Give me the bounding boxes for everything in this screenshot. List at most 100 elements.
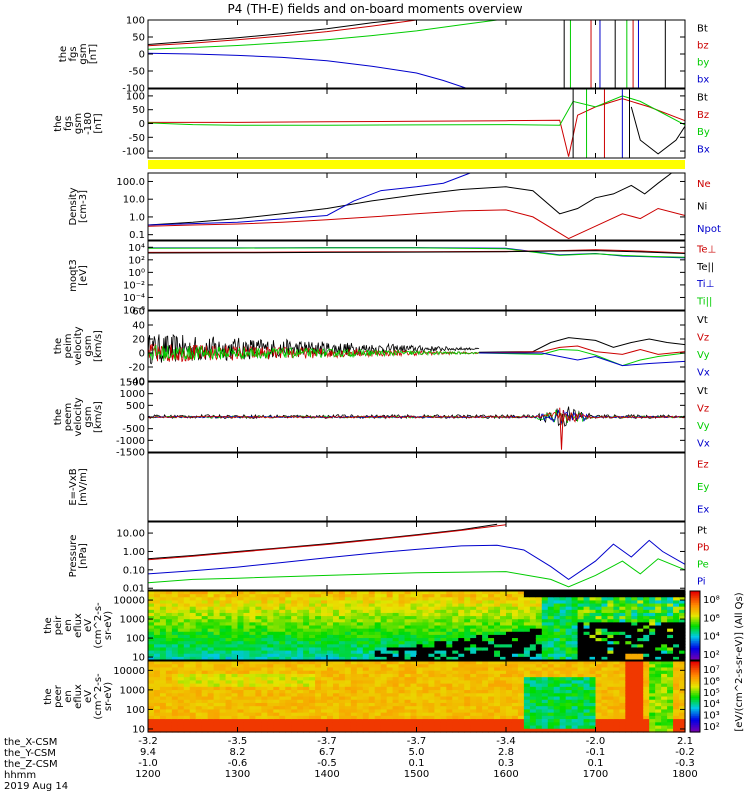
ion_eflux-cell xyxy=(183,638,191,642)
ion_eflux-cell xyxy=(476,622,483,627)
ion_eflux-cell xyxy=(165,644,173,649)
ion_eflux-cell xyxy=(356,647,364,652)
elec_eflux-ytitle-line: (cm^2-s- xyxy=(93,673,104,720)
ion_eflux-cell xyxy=(237,591,245,595)
ion_eflux-cell xyxy=(613,597,620,602)
elec_eflux-cell xyxy=(416,722,424,727)
ion_eflux-cell xyxy=(189,591,197,595)
elec_eflux-cell xyxy=(422,712,430,717)
ion_eflux-cell xyxy=(470,609,477,614)
ion_eflux-cell xyxy=(589,650,597,655)
ion_eflux-cell xyxy=(667,619,674,623)
elec_eflux-cell xyxy=(153,690,161,694)
colorbar-upper-swatch xyxy=(690,620,700,623)
ion_eflux-cell xyxy=(511,628,519,633)
ion_eflux-cell xyxy=(494,650,501,655)
elec_eflux-cell xyxy=(315,661,322,665)
ion_eflux-cell xyxy=(362,628,370,633)
elec_eflux-cell xyxy=(422,670,430,675)
ion_eflux-cell xyxy=(553,606,561,611)
elec_eflux-cell xyxy=(171,715,179,720)
elec_eflux-cell xyxy=(631,728,638,733)
ion_eflux-cell xyxy=(434,612,441,617)
ion_eflux-cell xyxy=(404,631,412,636)
elec_eflux-cell xyxy=(553,683,561,688)
ion_eflux-cell xyxy=(171,609,179,614)
ion_eflux-cell xyxy=(273,616,280,620)
ion_eflux-cell xyxy=(506,591,513,595)
ion_eflux-ytitle-line: (cm^2-s- xyxy=(93,602,104,649)
ion_eflux-cell xyxy=(464,600,471,605)
elec_eflux-cell xyxy=(148,690,155,694)
ion_eflux-cell xyxy=(571,612,579,617)
ion_eflux-cell xyxy=(655,609,662,614)
elec_eflux-cell xyxy=(338,699,346,704)
elec_eflux-cell xyxy=(148,702,155,707)
ion_eflux-cell xyxy=(380,625,388,630)
ion_eflux-cell xyxy=(249,656,256,661)
ion_eflux-cell xyxy=(380,641,388,645)
elec_eflux-cell xyxy=(207,677,215,681)
elec_eflux-cell xyxy=(607,702,614,707)
elec_eflux-cell xyxy=(565,719,573,723)
ion_eflux-cell xyxy=(547,609,555,614)
ion_eflux-cell xyxy=(679,606,686,611)
elec_eflux-cell xyxy=(195,664,203,669)
ion_eflux-cell xyxy=(428,644,435,649)
ion_eflux-cell xyxy=(177,591,185,595)
elec_eflux-cell xyxy=(285,686,292,691)
elec_eflux-cell xyxy=(517,673,525,678)
elec_eflux-cell xyxy=(613,702,620,707)
ion_eflux-cell xyxy=(404,600,412,605)
elec_eflux-cell xyxy=(571,686,579,691)
fgs_gse-legend-red: Bz xyxy=(697,110,709,121)
density-frame xyxy=(147,172,686,241)
ion_eflux-cell xyxy=(148,600,155,605)
elec_eflux-cell xyxy=(667,719,674,723)
elec_eflux-cell xyxy=(350,690,358,694)
ion_eflux-cell xyxy=(380,591,388,595)
ion_eflux-cell xyxy=(368,622,376,627)
ion_eflux-cell xyxy=(434,594,441,598)
elec_eflux-cell xyxy=(595,709,603,714)
ion_eflux-cell xyxy=(380,597,388,602)
elec_eflux-cell xyxy=(589,709,597,714)
elec_eflux-cell xyxy=(297,673,304,678)
elec_eflux-cell xyxy=(344,664,352,669)
ion_eflux-cell xyxy=(529,619,537,623)
ion_eflux-cell xyxy=(523,653,531,658)
ion_eflux-cell xyxy=(416,591,424,595)
elec_eflux-cell xyxy=(428,667,435,672)
elec_eflux-cell xyxy=(213,677,221,681)
ion_eflux-cell xyxy=(374,656,382,661)
ion_eflux-cell xyxy=(332,597,340,602)
ion_eflux-cell xyxy=(171,653,179,658)
elec_eflux-cell xyxy=(398,719,406,723)
elec_eflux-cell xyxy=(321,725,328,730)
ion_eflux-cell xyxy=(547,647,555,652)
ion_eflux-cell xyxy=(159,591,167,595)
elec_eflux-cell xyxy=(422,719,430,723)
elec_eflux-cell xyxy=(613,693,620,698)
elec_eflux-cell xyxy=(523,664,531,669)
elec_eflux-cell xyxy=(321,664,328,669)
ion_eflux-cell xyxy=(446,628,453,633)
elec_eflux-cell xyxy=(529,667,537,672)
ion_eflux-cell xyxy=(571,641,579,645)
ion_eflux-cell xyxy=(368,650,376,655)
elec_eflux-cell xyxy=(529,661,537,665)
ion_eflux-cell xyxy=(368,631,376,636)
ion_eflux-cell xyxy=(165,597,173,602)
ion_eflux-cell xyxy=(452,638,459,642)
elec_eflux-cell xyxy=(655,664,662,669)
elec_eflux-cell xyxy=(267,712,274,717)
elec_eflux-cell xyxy=(261,706,268,711)
ion_eflux-cell xyxy=(303,641,310,645)
elec_eflux-cell xyxy=(565,725,573,730)
elec_eflux-cell xyxy=(494,677,501,681)
ion_eflux-cell xyxy=(273,606,280,611)
ion_eflux-cell xyxy=(601,597,609,602)
ion_eflux-cell xyxy=(279,609,286,614)
ion_eflux-cell xyxy=(261,612,268,617)
elec_eflux-cell xyxy=(392,683,400,688)
